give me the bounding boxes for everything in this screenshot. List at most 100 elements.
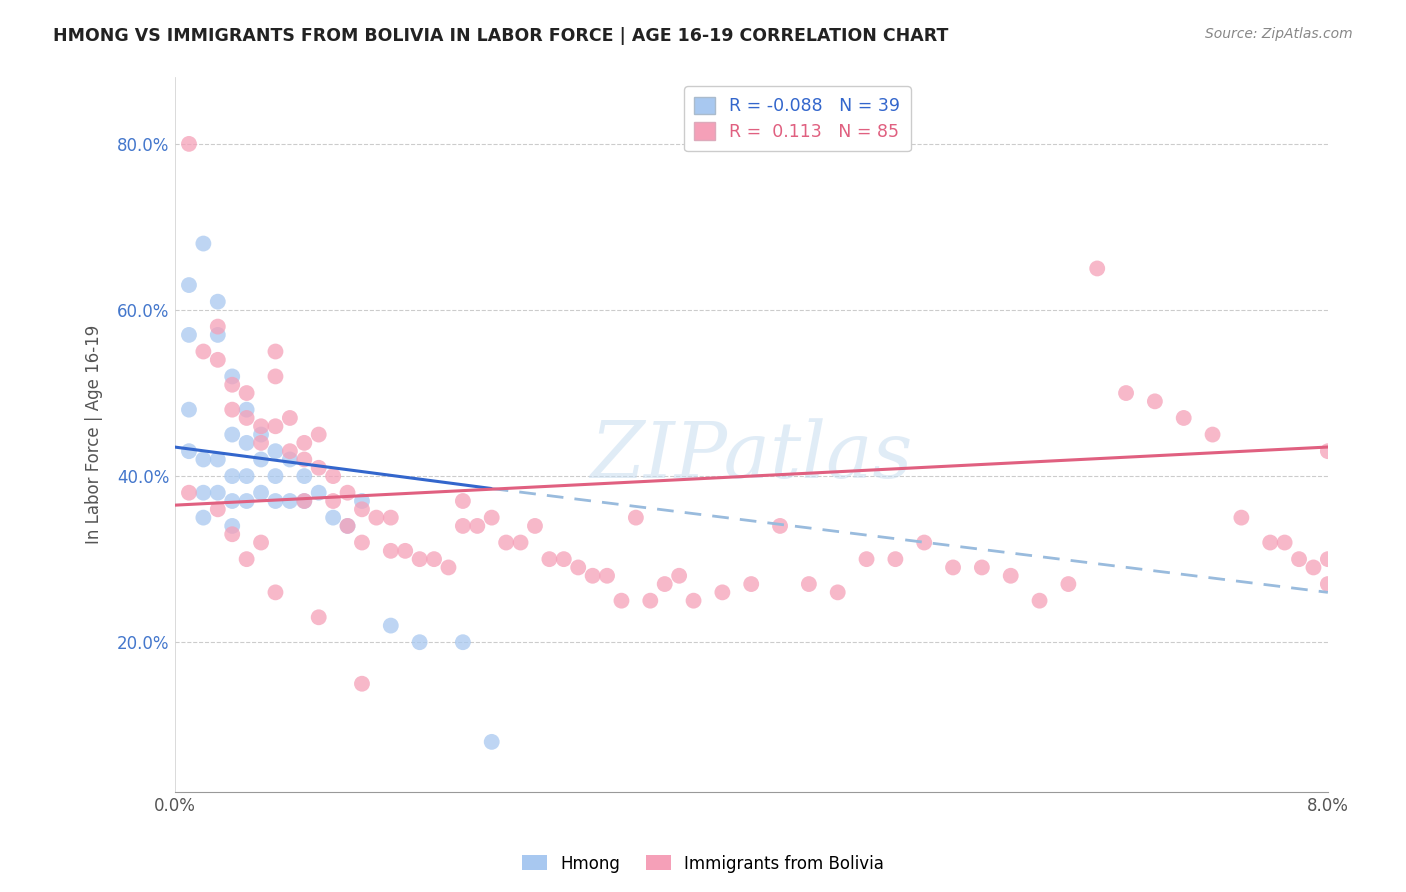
Point — [207, 502, 229, 516]
Point — [278, 452, 301, 467]
Point — [1302, 560, 1324, 574]
Point — [553, 552, 575, 566]
Y-axis label: In Labor Force | Age 16-19: In Labor Force | Age 16-19 — [86, 325, 103, 544]
Point — [235, 494, 257, 508]
Legend: R = -0.088   N = 39, R =  0.113   N = 85: R = -0.088 N = 39, R = 0.113 N = 85 — [685, 87, 911, 152]
Point — [912, 535, 935, 549]
Point — [1288, 552, 1310, 566]
Point — [1274, 535, 1296, 549]
Point — [292, 494, 315, 508]
Point — [235, 552, 257, 566]
Point — [350, 494, 373, 508]
Point — [380, 544, 402, 558]
Point — [350, 677, 373, 691]
Point — [394, 544, 416, 558]
Point — [193, 510, 215, 524]
Point — [380, 510, 402, 524]
Point — [278, 411, 301, 425]
Point — [235, 386, 257, 401]
Point — [481, 735, 503, 749]
Point — [884, 552, 907, 566]
Point — [250, 452, 273, 467]
Legend: Hmong, Immigrants from Bolivia: Hmong, Immigrants from Bolivia — [516, 848, 890, 880]
Point — [177, 444, 200, 458]
Point — [1173, 411, 1195, 425]
Point — [322, 494, 344, 508]
Point — [235, 411, 257, 425]
Point — [1230, 510, 1253, 524]
Point — [264, 344, 287, 359]
Text: HMONG VS IMMIGRANTS FROM BOLIVIA IN LABOR FORCE | AGE 16-19 CORRELATION CHART: HMONG VS IMMIGRANTS FROM BOLIVIA IN LABO… — [53, 27, 949, 45]
Point — [177, 278, 200, 293]
Point — [308, 460, 330, 475]
Point — [221, 427, 243, 442]
Point — [711, 585, 734, 599]
Point — [942, 560, 965, 574]
Point — [235, 469, 257, 483]
Point — [366, 510, 388, 524]
Point — [308, 610, 330, 624]
Point — [250, 435, 273, 450]
Point — [668, 568, 690, 582]
Point — [207, 327, 229, 342]
Point — [682, 593, 704, 607]
Point — [1201, 427, 1223, 442]
Point — [350, 502, 373, 516]
Point — [437, 560, 460, 574]
Point — [221, 369, 243, 384]
Point — [523, 519, 546, 533]
Point — [797, 577, 820, 591]
Point — [221, 519, 243, 533]
Point — [408, 552, 430, 566]
Point — [264, 444, 287, 458]
Point — [451, 635, 474, 649]
Point — [207, 485, 229, 500]
Point — [538, 552, 561, 566]
Point — [193, 344, 215, 359]
Point — [292, 494, 315, 508]
Point — [495, 535, 517, 549]
Point — [970, 560, 993, 574]
Point — [1057, 577, 1080, 591]
Point — [221, 469, 243, 483]
Point — [250, 419, 273, 434]
Point — [250, 535, 273, 549]
Point — [1316, 577, 1339, 591]
Point — [1000, 568, 1022, 582]
Point — [769, 519, 792, 533]
Point — [322, 510, 344, 524]
Point — [640, 593, 662, 607]
Point — [451, 519, 474, 533]
Point — [278, 494, 301, 508]
Point — [423, 552, 446, 566]
Point — [292, 452, 315, 467]
Point — [292, 435, 315, 450]
Point — [221, 377, 243, 392]
Point — [582, 568, 605, 582]
Point — [465, 519, 488, 533]
Point — [235, 402, 257, 417]
Point — [1085, 261, 1108, 276]
Point — [509, 535, 531, 549]
Point — [177, 327, 200, 342]
Point — [624, 510, 647, 524]
Point — [610, 593, 633, 607]
Point — [1316, 444, 1339, 458]
Point — [221, 494, 243, 508]
Point — [336, 485, 359, 500]
Point — [207, 319, 229, 334]
Point — [250, 427, 273, 442]
Point — [596, 568, 619, 582]
Point — [250, 485, 273, 500]
Point — [451, 494, 474, 508]
Point — [207, 452, 229, 467]
Point — [264, 469, 287, 483]
Point — [193, 485, 215, 500]
Point — [408, 635, 430, 649]
Point — [336, 519, 359, 533]
Point — [567, 560, 589, 574]
Point — [278, 444, 301, 458]
Point — [1115, 386, 1137, 401]
Point — [350, 535, 373, 549]
Point — [292, 469, 315, 483]
